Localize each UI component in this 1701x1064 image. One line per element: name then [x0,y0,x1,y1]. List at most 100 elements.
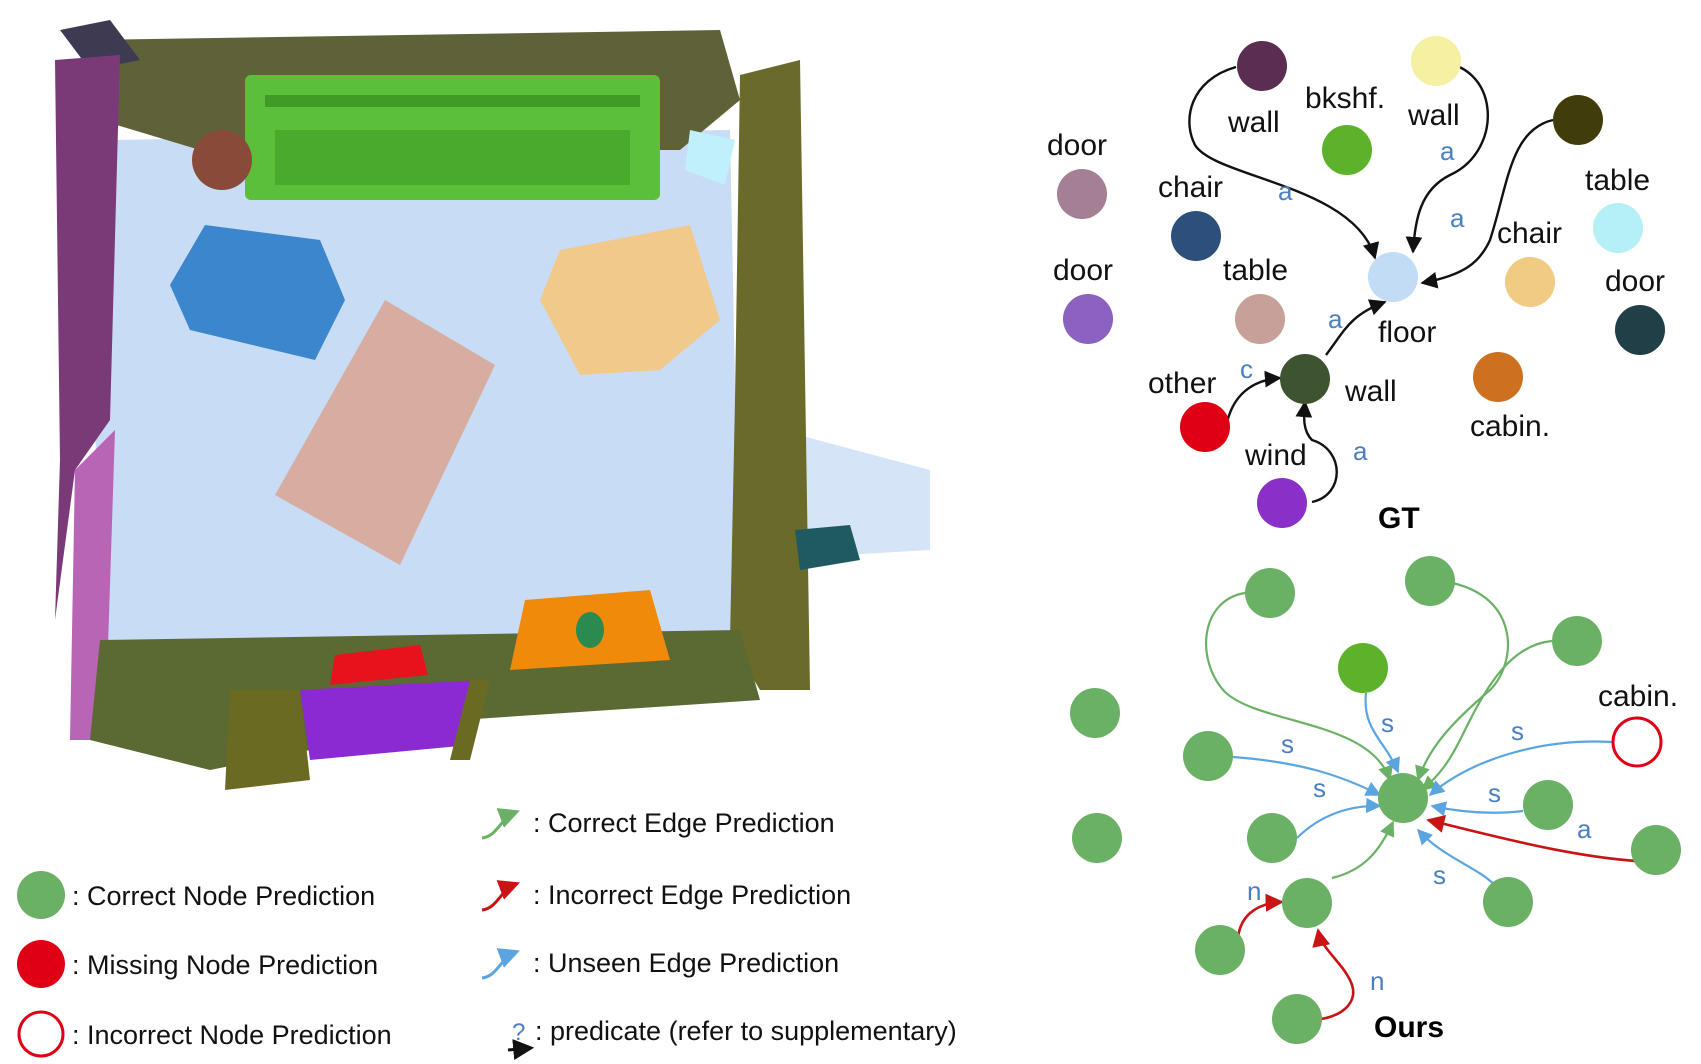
ours-node-correct [1483,877,1533,927]
legend-correct-node-swatch [17,871,65,919]
gt-edge-window-wall3 [1295,400,1338,504]
gt-edge-wall4-floor [1420,118,1554,289]
gt-node-table2-label: table [1223,254,1288,287]
legend-missing-node-swatch [17,940,65,988]
legend-correct-edge-label: : Correct Edge Prediction [533,808,835,838]
gt-edge-wall3-floor [1325,299,1387,356]
ours-edge-correct [1415,578,1509,782]
legend: : Correct Node Prediction : Missing Node… [17,808,957,1060]
scene-small-table [685,130,735,185]
legend-incorrect-node-swatch [17,1010,65,1058]
ours-node-correct [1338,643,1388,693]
gt-node-door2 [1063,294,1113,344]
scene-chair-peach [540,225,720,375]
ours-node-correct [1245,568,1295,618]
legend-incorrect-edge: : Incorrect Edge Prediction [481,880,851,912]
scene-wall-left [55,55,120,620]
scene-graphs: a a a a c a wall bkshf. wall door chair … [1047,36,1681,1044]
scene-table-pink [275,300,495,565]
ours-edge-correct [1205,591,1393,782]
gt-node-window [1257,478,1307,528]
ours-edge-unseen [1232,755,1382,796]
ours-edge-unseen [1364,692,1400,774]
ours-node-correct [1195,925,1245,975]
scene-frame-left [225,690,310,790]
gt-edge-label: a [1353,436,1368,466]
ours-edge-label: s [1511,716,1524,746]
ours-edge-incorrect [1312,928,1355,1021]
legend-predicate-arrow-icon [507,1039,535,1060]
ours-node-correct [1282,878,1332,928]
gt-node-other-label: other [1148,367,1216,400]
gt-edge-wall2-floor [1405,60,1489,254]
gt-node-wall2 [1411,36,1461,86]
legend-incorrect-edge-label: : Incorrect Edge Prediction [533,880,851,910]
ours-edge-incorrect [1236,893,1284,951]
ours-edge-label: s [1488,778,1501,808]
gt-edge-wall1-floor [1188,65,1380,260]
ours-node-correct [1272,994,1322,1044]
gt-graph-title: GT [1378,502,1420,535]
legend-correct-edge: : Correct Edge Prediction [481,808,835,840]
gt-node-cabinet [1473,352,1523,402]
scene-wall-right [730,60,810,690]
gt-node-wall3-label: wall [1344,375,1397,408]
ours-node-incorrect-label: cabin. [1598,680,1678,713]
scene-door-teal [795,525,860,570]
gt-node-wall2-label: wall [1407,99,1460,132]
scene-round-object [192,130,252,190]
scene-chair-blue [170,225,345,360]
ours-edge-label: n [1247,876,1261,906]
scene-plant [576,612,604,648]
gt-node-door3-label: door [1605,265,1665,298]
gt-node-bookshelf-label: bkshf. [1305,82,1385,115]
gt-node-bookshelf [1322,125,1372,175]
ours-edge-unseen [1428,740,1613,797]
gt-node-door1-label: door [1047,129,1107,162]
gt-edge-other-wall3 [1224,370,1282,428]
ours-edge-label: s [1381,708,1394,738]
legend-unseen-edge: : Unseen Edge Prediction [481,948,839,980]
ours-edge-label: s [1281,729,1294,759]
ours-graph: s s s s s a s n n cabin. Ours [1070,556,1681,1044]
legend-predicate: ? : predicate (refer to supplementary) [507,1016,957,1060]
gt-edge-label: c [1240,354,1253,384]
legend-incorrect-node-label: : Incorrect Node Prediction [72,1020,392,1050]
scene-red-object [330,645,428,685]
gt-node-wall3 [1280,354,1330,404]
gt-node-door2-label: door [1053,254,1113,287]
legend-incorrect-node: : Incorrect Node Prediction [17,1010,392,1058]
gt-node-other [1180,402,1230,452]
legend-missing-node-label: : Missing Node Prediction [72,950,378,980]
ours-graph-title: Ours [1374,1011,1444,1044]
ours-edge-incorrect [1426,815,1657,864]
gt-node-floor [1368,252,1418,302]
ours-edge-correct [1420,639,1553,791]
gt-node-chair1-label: chair [1158,171,1223,204]
legend-predicate-symbol: ? [512,1019,525,1046]
gt-node-door3 [1615,305,1665,355]
gt-edge-label: a [1328,304,1343,334]
ours-node-correct [1552,616,1602,666]
ours-edge-correct [1331,820,1395,880]
gt-node-cabinet-label: cabin. [1470,410,1550,443]
gt-node-wall4 [1553,95,1603,145]
legend-correct-node-label: : Correct Node Prediction [72,881,375,911]
gt-node-chair1 [1171,211,1221,261]
ours-edge-label: n [1370,966,1384,996]
gt-edge-label: a [1440,136,1455,166]
gt-node-wall1-label: wall [1227,106,1280,139]
gt-node-chair2 [1505,257,1555,307]
ours-node-correct [1070,688,1120,738]
gt-node-chair2-label: chair [1497,217,1562,250]
legend-unseen-edge-label: : Unseen Edge Prediction [533,948,839,978]
legend-predicate-label: : predicate (refer to supplementary) [535,1016,957,1046]
legend-correct-edge-arrow-icon [481,808,520,840]
scene-dark-corner [60,20,140,70]
ours-edge-unseen [1296,797,1382,839]
ours-node-correct [1247,813,1297,863]
ours-node-correct [1523,780,1573,830]
ours-node-correct [1631,825,1681,875]
gt-node-table1 [1593,203,1643,253]
ours-node-correct [1072,813,1122,863]
